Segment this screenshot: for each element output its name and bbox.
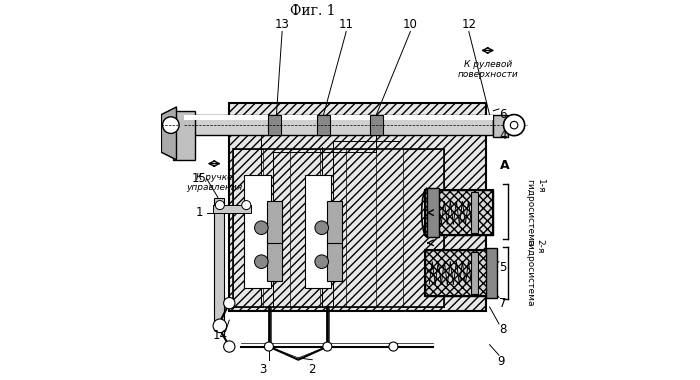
Circle shape [216,201,225,210]
Bar [486,249,497,298]
Circle shape [213,319,227,332]
Text: 13: 13 [274,17,290,30]
Bar [213,205,251,213]
Text: 2-я
гидросистема: 2-я гидросистема [526,239,545,307]
Bar [426,250,493,296]
Text: 14: 14 [212,329,228,342]
Text: 7: 7 [499,297,507,310]
Bar [494,114,508,137]
Bar [230,103,486,311]
Bar [165,114,176,152]
Text: 4: 4 [499,129,507,142]
Bar [268,114,281,135]
Bar [370,114,383,135]
Bar [233,149,444,307]
Circle shape [223,341,235,352]
Bar [244,175,271,288]
Text: 10: 10 [403,17,418,30]
Text: 3: 3 [260,363,267,376]
Bar [346,149,377,307]
Bar [426,190,493,235]
Bar [328,239,342,280]
Circle shape [389,342,398,351]
Text: 15: 15 [192,172,206,185]
Polygon shape [162,107,176,160]
Text: 12: 12 [461,17,476,30]
Bar [233,149,263,307]
Circle shape [241,201,251,210]
Text: 6: 6 [499,108,507,121]
Bar [328,201,342,243]
Bar [370,114,383,135]
Text: Фиг. 1: Фиг. 1 [290,4,335,18]
Bar [402,149,444,307]
Circle shape [255,255,268,268]
Bar [268,114,281,135]
Text: 2: 2 [309,363,316,376]
Text: А: А [500,159,510,172]
Bar [184,114,494,135]
Text: К ручке
управления: К ручке управления [186,173,242,192]
Text: 1: 1 [195,206,203,219]
Bar [267,239,282,280]
Text: К рулевой
поверхности: К рулевой поверхности [457,60,518,79]
Circle shape [223,298,235,309]
Bar [230,103,486,311]
Circle shape [255,221,268,234]
Bar [470,192,478,233]
Bar [214,198,223,329]
Circle shape [265,342,274,351]
Bar [426,250,493,296]
Bar [173,111,195,160]
Circle shape [315,255,328,268]
Bar [317,114,330,135]
Bar [427,188,439,237]
Text: 8: 8 [499,323,507,336]
Bar [184,114,494,120]
Bar [426,190,493,235]
Circle shape [510,121,518,129]
Bar [470,252,478,294]
Text: 5: 5 [499,261,507,274]
Bar [290,149,320,307]
Bar [317,114,330,135]
Text: 1-я
гидросистема: 1-я гидросистема [526,179,545,246]
Bar [486,249,497,298]
Bar [267,201,282,243]
Bar [213,205,251,213]
Circle shape [315,221,328,234]
Bar [427,188,439,237]
Text: 9: 9 [497,355,505,368]
Text: 11: 11 [339,17,354,30]
Bar [304,175,331,288]
Circle shape [162,117,179,133]
Circle shape [323,342,332,351]
Circle shape [503,114,525,136]
